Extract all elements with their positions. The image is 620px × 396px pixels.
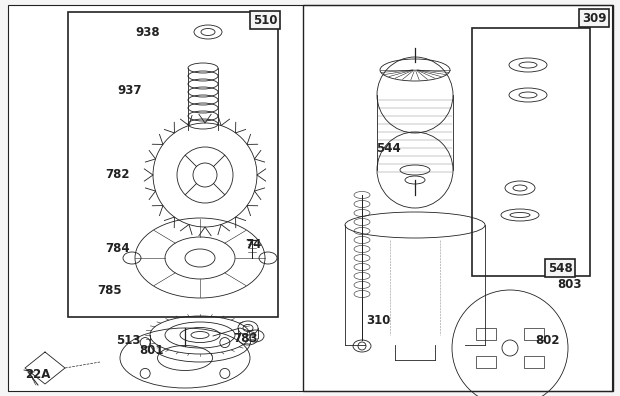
Text: 802: 802 (534, 333, 559, 346)
Text: 938: 938 (136, 25, 161, 38)
Text: 548: 548 (547, 261, 572, 274)
Bar (303, 5, 613, 391)
Bar (525, 356, 544, 368)
Bar (472, 28, 590, 276)
Text: 937: 937 (118, 84, 142, 97)
Text: 510: 510 (253, 13, 277, 27)
Bar (525, 328, 544, 340)
Text: 310: 310 (366, 314, 390, 326)
Text: 74: 74 (245, 238, 261, 251)
Bar (476, 328, 496, 340)
Bar (68, 12, 278, 317)
Text: 803: 803 (557, 278, 582, 291)
Text: 22A: 22A (25, 369, 51, 381)
Text: 783: 783 (232, 331, 257, 345)
Text: 801: 801 (140, 343, 164, 356)
Text: 544: 544 (376, 141, 401, 154)
Text: 309: 309 (582, 11, 606, 25)
Bar (476, 356, 496, 368)
Text: 785: 785 (98, 284, 122, 297)
Text: 782: 782 (106, 169, 130, 181)
Text: 513: 513 (116, 333, 140, 346)
Text: 784: 784 (105, 242, 130, 255)
